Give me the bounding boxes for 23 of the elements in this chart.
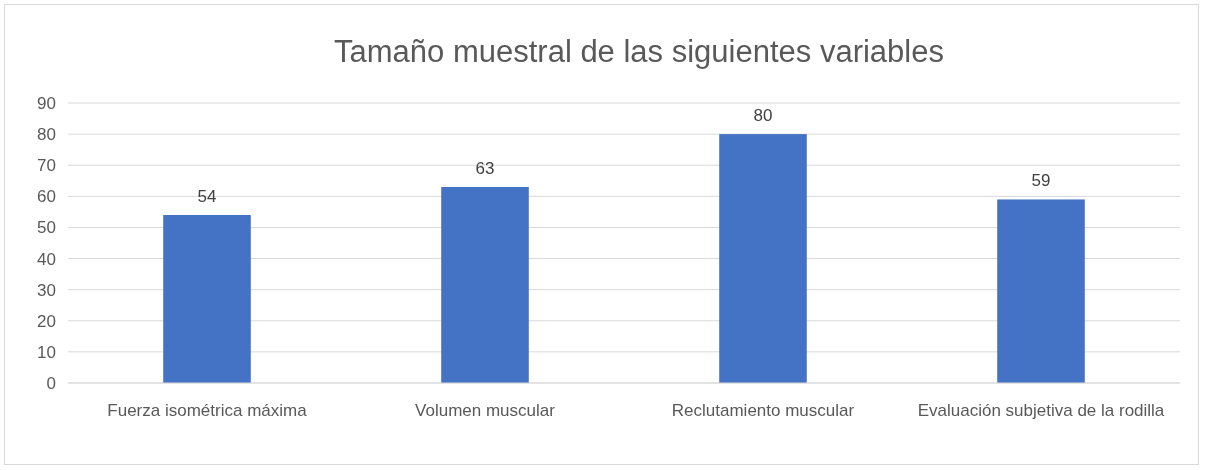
y-tick-label: 90 [37,93,56,113]
data-label: 63 [475,159,495,178]
y-tick-label: 60 [37,187,56,207]
y-tick-label: 30 [37,280,56,300]
x-tick-label: Volumen muscular [415,401,556,420]
data-label: 80 [753,106,773,126]
x-tick-label: Evaluación subjetiva de la rodilla [917,401,1165,420]
chart-title: Tamaño muestral de las siguientes variables [334,34,944,69]
y-tick-label: 50 [37,218,56,238]
bar [441,187,529,383]
y-tick-label: 20 [37,311,56,331]
x-tick-label: Fuerza isométrica máxima [107,401,308,420]
data-label: 54 [197,187,217,206]
y-tick-label: 80 [37,125,56,145]
bar [997,199,1085,383]
y-tick-label: 10 [37,342,56,362]
bar [163,215,251,383]
y-tick-label: 70 [37,156,56,176]
y-tick-label: 0 [46,373,56,393]
data-label: 59 [1031,171,1051,191]
bar [719,134,807,383]
y-tick-label: 40 [37,249,56,269]
x-tick-label: Reclutamiento muscular [671,401,855,420]
